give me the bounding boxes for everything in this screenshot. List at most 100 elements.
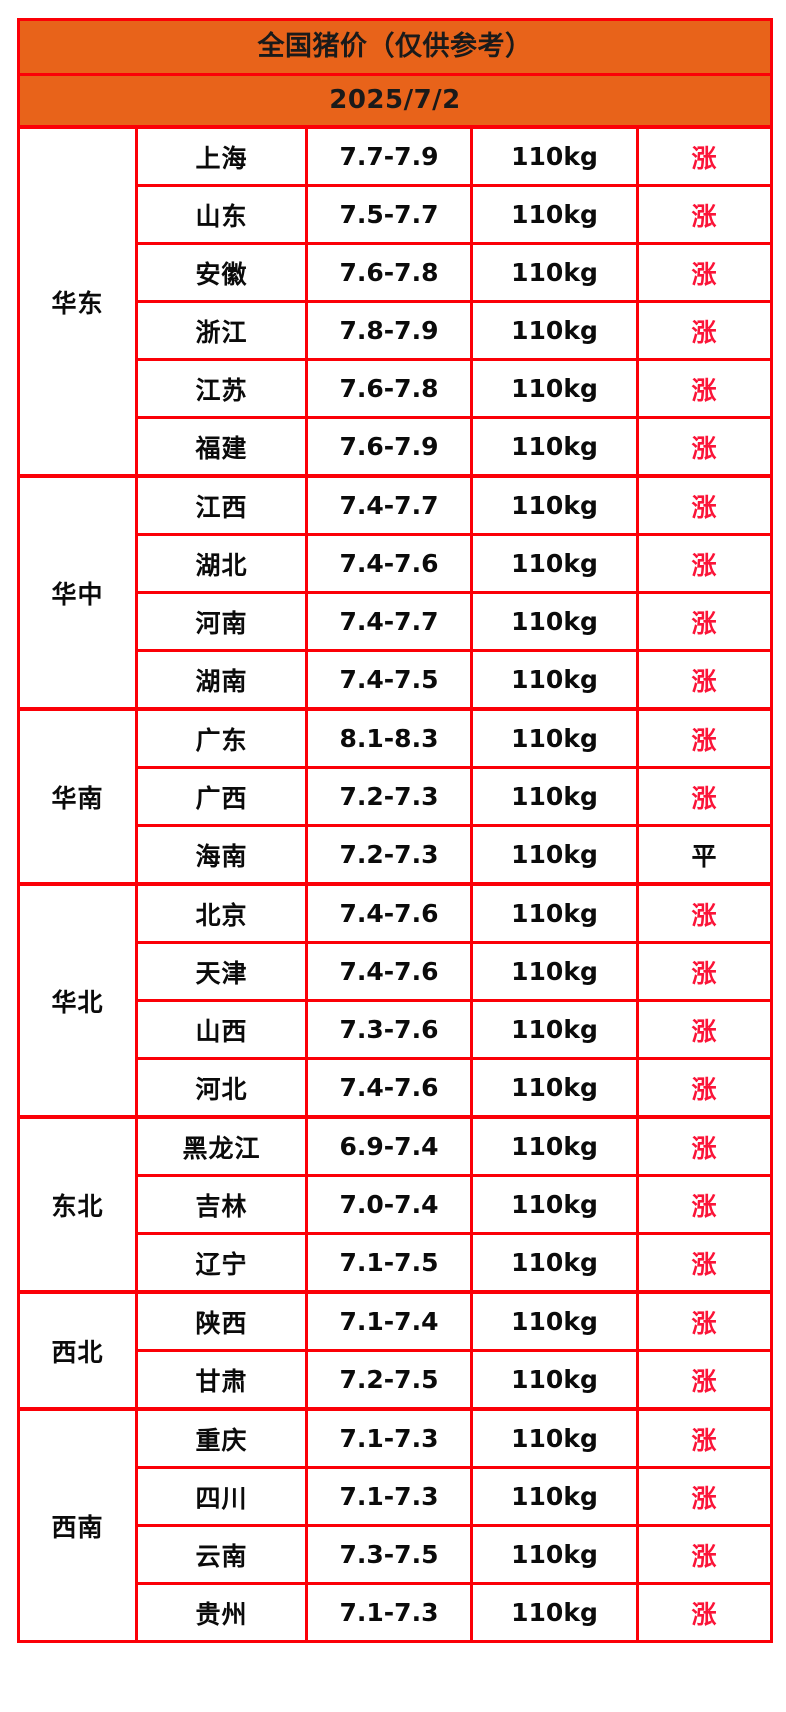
trend-indicator: 涨 <box>635 1115 774 1177</box>
province-name: 贵州 <box>135 1582 308 1643</box>
province-name: 江西 <box>135 474 308 536</box>
reference-weight: 110kg <box>470 999 639 1060</box>
region-label: 华北 <box>17 882 138 1119</box>
reference-weight: 110kg <box>470 1057 639 1119</box>
table-row: 河北 7.4-7.6 110kg 涨 <box>19 1057 774 1119</box>
reference-weight: 110kg <box>470 1174 639 1235</box>
price-range: 7.2-7.3 <box>305 766 473 827</box>
price-range: 7.1-7.3 <box>305 1466 473 1527</box>
province-name: 广西 <box>135 766 308 827</box>
region-label: 华东 <box>17 125 138 478</box>
price-range: 7.4-7.6 <box>305 882 473 944</box>
table-body: 全国猪价（仅供参考） 2025/7/2 华东 上海 7.7-7.9 110kg 涨山东 7… <box>16 18 774 1643</box>
report-date: 2025/7/2 <box>16 73 774 129</box>
price-range: 7.8-7.9 <box>305 300 473 361</box>
province-name: 河北 <box>135 1057 308 1119</box>
reference-weight: 110kg <box>470 1466 639 1527</box>
price-range: 7.7-7.9 <box>305 125 473 187</box>
province-name: 海南 <box>135 824 308 886</box>
reference-weight: 110kg <box>470 358 639 419</box>
province-name: 吉林 <box>135 1174 308 1235</box>
reference-weight: 110kg <box>470 1115 639 1177</box>
reference-weight: 110kg <box>470 474 639 536</box>
province-name: 山西 <box>135 999 308 1060</box>
trend-indicator: 涨 <box>635 707 774 769</box>
trend-indicator: 涨 <box>635 1524 774 1585</box>
trend-indicator: 涨 <box>635 649 774 711</box>
province-name: 甘肃 <box>135 1349 308 1411</box>
reference-weight: 110kg <box>470 533 639 594</box>
price-range: 7.1-7.4 <box>305 1290 473 1352</box>
province-name: 辽宁 <box>135 1232 308 1294</box>
reference-weight: 110kg <box>470 1232 639 1294</box>
trend-indicator: 涨 <box>635 941 774 1002</box>
national-pig-price-table: 全国猪价（仅供参考） 2025/7/2 华东 上海 7.7-7.9 110kg 涨山东 7… <box>16 18 774 1643</box>
province-name: 重庆 <box>135 1407 308 1469</box>
trend-indicator: 涨 <box>635 474 774 536</box>
province-name: 江苏 <box>135 358 308 419</box>
reference-weight: 110kg <box>470 125 639 187</box>
table-row: 湖南 7.4-7.5 110kg 涨 <box>19 649 774 711</box>
reference-weight: 110kg <box>470 1407 639 1469</box>
price-range: 7.4-7.5 <box>305 649 473 711</box>
province-name: 四川 <box>135 1466 308 1527</box>
price-range: 7.6-7.8 <box>305 358 473 419</box>
province-name: 安徽 <box>135 242 308 303</box>
price-range: 7.1-7.3 <box>305 1407 473 1469</box>
trend-indicator: 涨 <box>635 1349 774 1411</box>
table-row: 江苏 7.6-7.8 110kg 涨 <box>19 358 774 419</box>
province-name: 河南 <box>135 591 308 652</box>
price-range: 7.1-7.5 <box>305 1232 473 1294</box>
province-name: 黑龙江 <box>135 1115 308 1177</box>
price-range: 7.4-7.6 <box>305 1057 473 1119</box>
table-row: 云南 7.3-7.5 110kg 涨 <box>19 1524 774 1585</box>
trend-indicator: 涨 <box>635 766 774 827</box>
table-row: 山东 7.5-7.7 110kg 涨 <box>19 184 774 245</box>
price-range: 7.6-7.9 <box>305 416 473 478</box>
table-row: 吉林 7.0-7.4 110kg 涨 <box>19 1174 774 1235</box>
price-range: 7.4-7.6 <box>305 941 473 1002</box>
reference-weight: 110kg <box>470 707 639 769</box>
reference-weight: 110kg <box>470 882 639 944</box>
province-name: 广东 <box>135 707 308 769</box>
table-row: 东北 黑龙江 6.9-7.4 110kg 涨 <box>17 1115 774 1294</box>
reference-weight: 110kg <box>470 591 639 652</box>
price-range: 7.1-7.3 <box>305 1582 473 1643</box>
price-range: 7.2-7.3 <box>305 824 473 886</box>
trend-indicator: 涨 <box>635 242 774 303</box>
table-row: 西南 重庆 7.1-7.3 110kg 涨 <box>17 1407 774 1643</box>
province-name: 福建 <box>135 416 308 478</box>
table-row: 辽宁 7.1-7.5 110kg 涨 <box>19 1232 774 1294</box>
table-row: 甘肃 7.2-7.5 110kg 涨 <box>19 1349 774 1411</box>
table-row: 四川 7.1-7.3 110kg 涨 <box>19 1466 774 1527</box>
trend-indicator: 涨 <box>635 1290 774 1352</box>
trend-indicator: 涨 <box>635 184 774 245</box>
reference-weight: 110kg <box>470 1349 639 1411</box>
region-label: 西北 <box>17 1290 138 1411</box>
province-name: 浙江 <box>135 300 308 361</box>
trend-indicator: 涨 <box>635 1057 774 1119</box>
table-row: 河南 7.4-7.7 110kg 涨 <box>19 591 774 652</box>
region-label: 华中 <box>17 474 138 711</box>
table-row: 华中 江西 7.4-7.7 110kg 涨 <box>17 474 774 711</box>
trend-indicator: 涨 <box>635 416 774 478</box>
trend-indicator: 涨 <box>635 1582 774 1643</box>
table-row: 山西 7.3-7.6 110kg 涨 <box>19 999 774 1060</box>
province-name: 陕西 <box>135 1290 308 1352</box>
price-range: 7.3-7.6 <box>305 999 473 1060</box>
trend-indicator: 平 <box>635 824 774 886</box>
province-name: 天津 <box>135 941 308 1002</box>
reference-weight: 110kg <box>470 184 639 245</box>
table-row: 华东 上海 7.7-7.9 110kg 涨 <box>17 125 774 478</box>
table-row: 广西 7.2-7.3 110kg 涨 <box>19 766 774 827</box>
table-row: 福建 7.6-7.9 110kg 涨 <box>19 416 774 478</box>
page-title: 全国猪价（仅供参考） <box>16 18 774 76</box>
trend-indicator: 涨 <box>635 882 774 944</box>
trend-indicator: 涨 <box>635 1174 774 1235</box>
trend-indicator: 涨 <box>635 300 774 361</box>
trend-indicator: 涨 <box>635 591 774 652</box>
price-range: 7.0-7.4 <box>305 1174 473 1235</box>
province-name: 上海 <box>135 125 308 187</box>
trend-indicator: 涨 <box>635 1466 774 1527</box>
